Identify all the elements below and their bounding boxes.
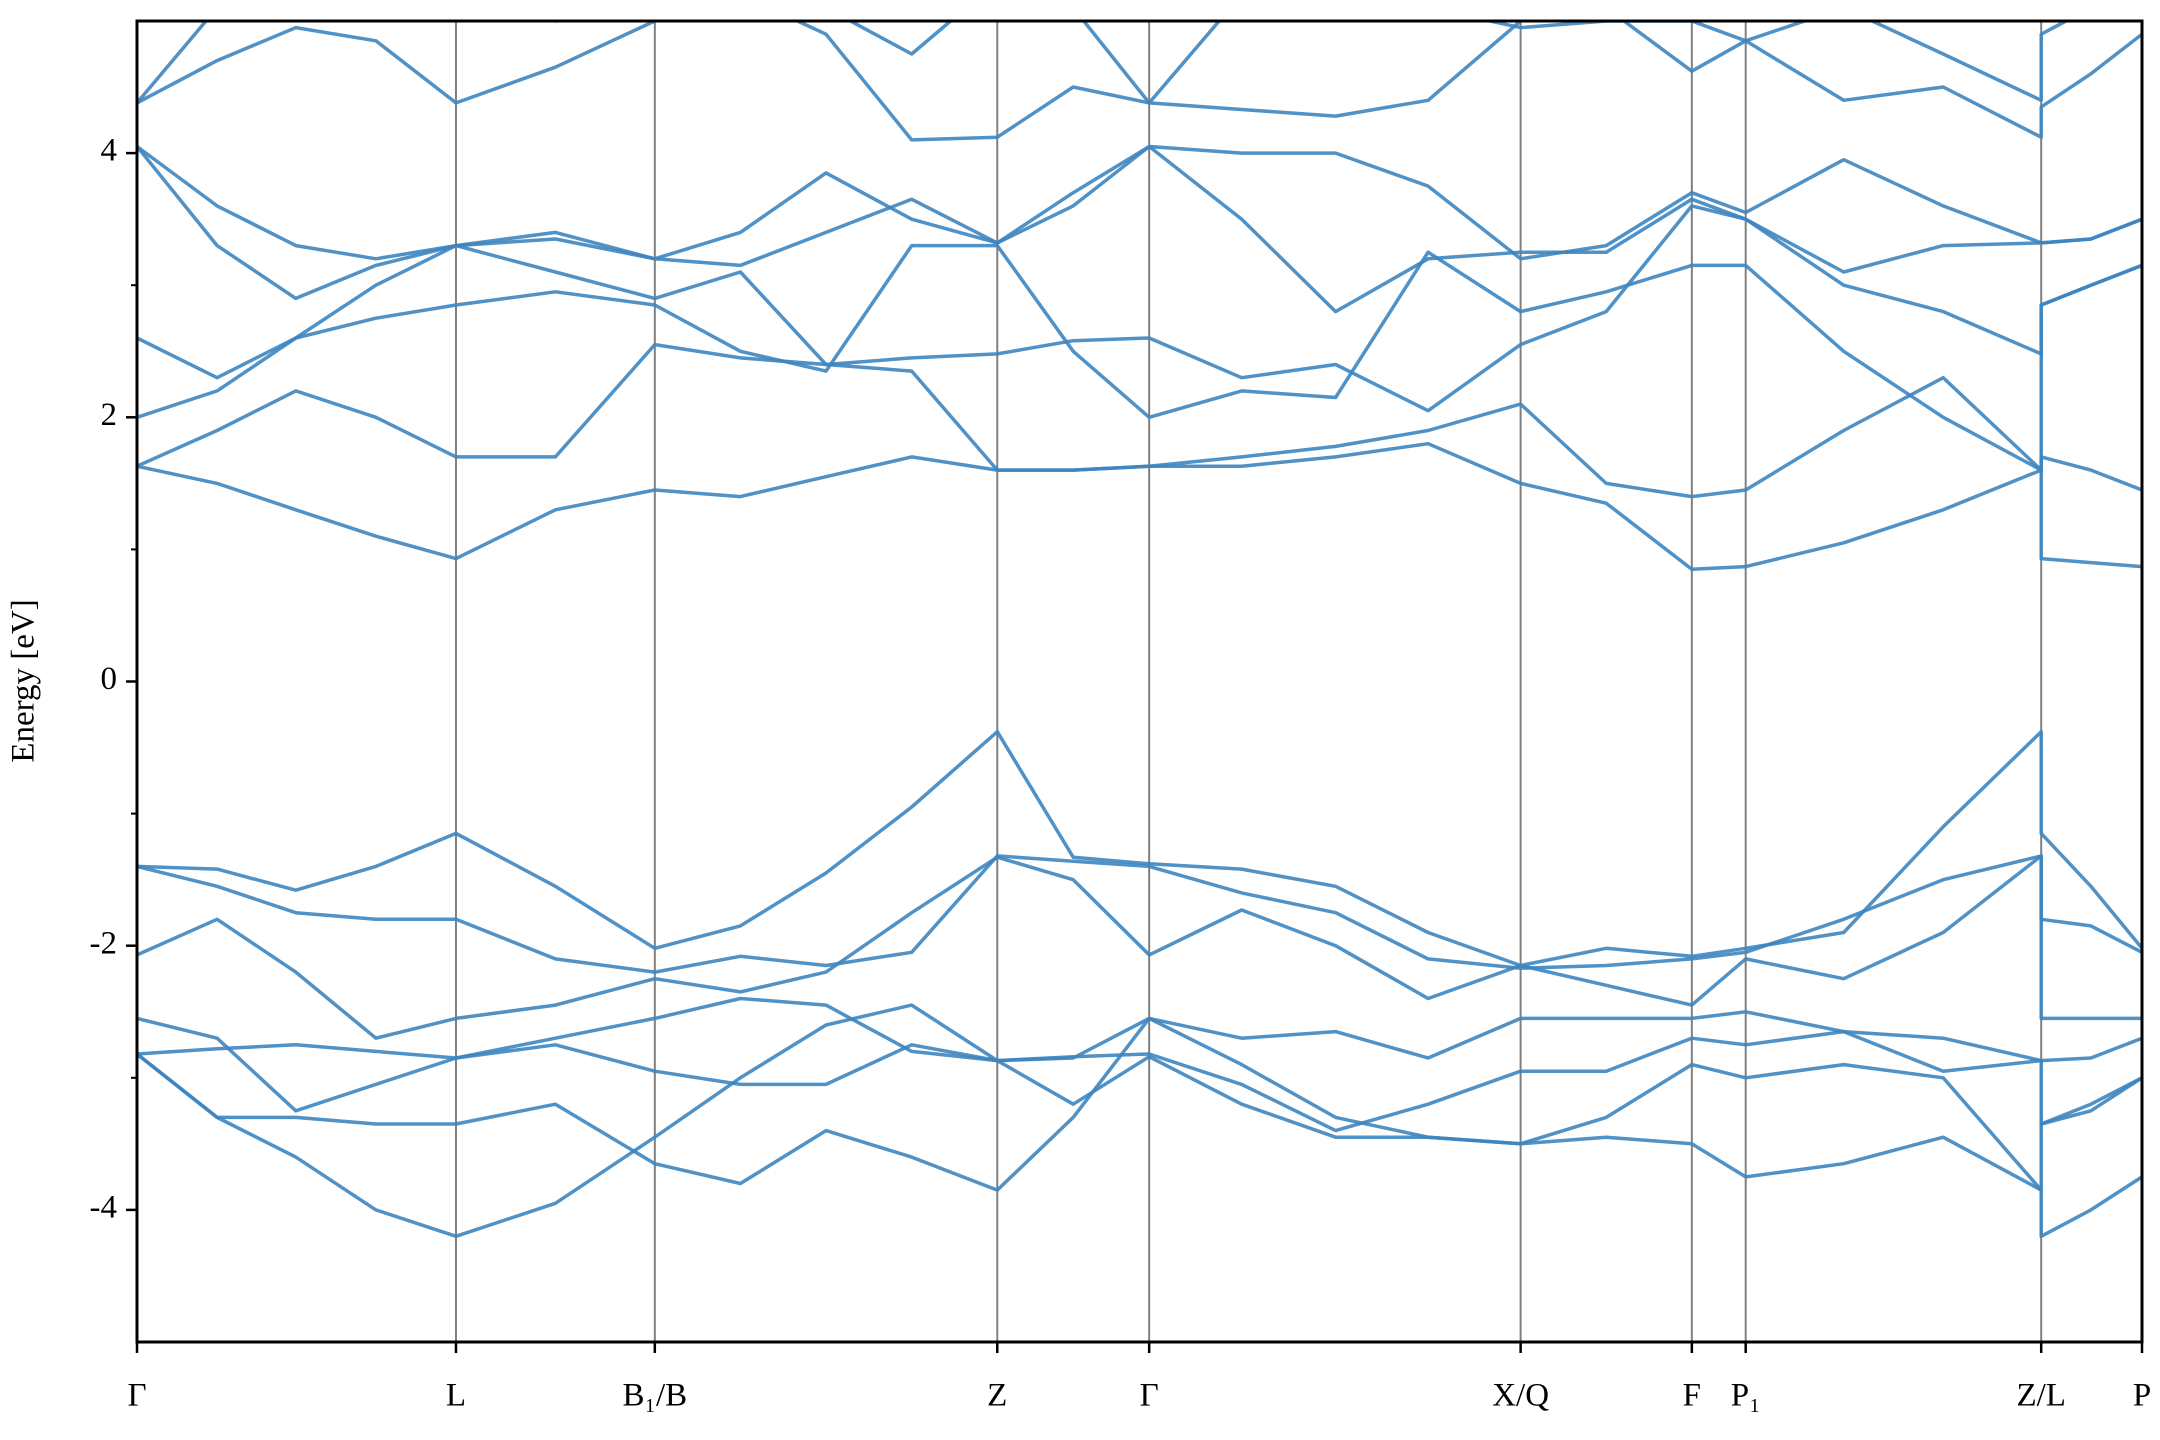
x-tick-label: B₁/B [622,1378,687,1414]
y-tick-label: -2 [90,925,118,961]
y-tick-label: 0 [101,661,118,697]
x-tick-label: L [446,1378,466,1414]
band-line [137,441,2142,571]
grid [136,21,2143,1342]
band-line [137,1016,2142,1192]
band-line [137,342,2142,499]
band-line [137,21,2070,105]
x-tick-label: Z [987,1378,1007,1414]
band-line [137,854,2142,1040]
x-tick-label: P₁ [1731,1378,1761,1414]
y-axis-label: Energy [eV] [6,599,42,762]
x-tick-label: Z/L [2016,1378,2065,1414]
x-tick-label: P [2133,1378,2151,1414]
y-tick-label: -4 [90,1189,118,1225]
band-line [137,729,2142,968]
bands [137,21,2142,1239]
x-tick-label: Γ [127,1378,146,1414]
x-tick-label: Γ [1140,1378,1159,1414]
y-tick-label: 4 [101,133,118,169]
x-tick-label: X/Q [1492,1378,1549,1414]
ticks: -4 -2 0 2 4 Γ L B₁/B Z Γ X/Q F P₁ Z/L P [90,133,2152,1414]
band-line [137,21,2142,142]
band-line [137,144,2142,314]
band-line [137,1029,2142,1133]
y-tick-label: 2 [101,397,118,433]
band-line [137,1003,2142,1239]
band-line [137,204,2142,413]
x-tick-label: F [1683,1378,1701,1414]
plot-frame [135,19,2144,1344]
band-line [137,243,2142,472]
band-line [137,144,2142,261]
band-line [137,854,2142,974]
